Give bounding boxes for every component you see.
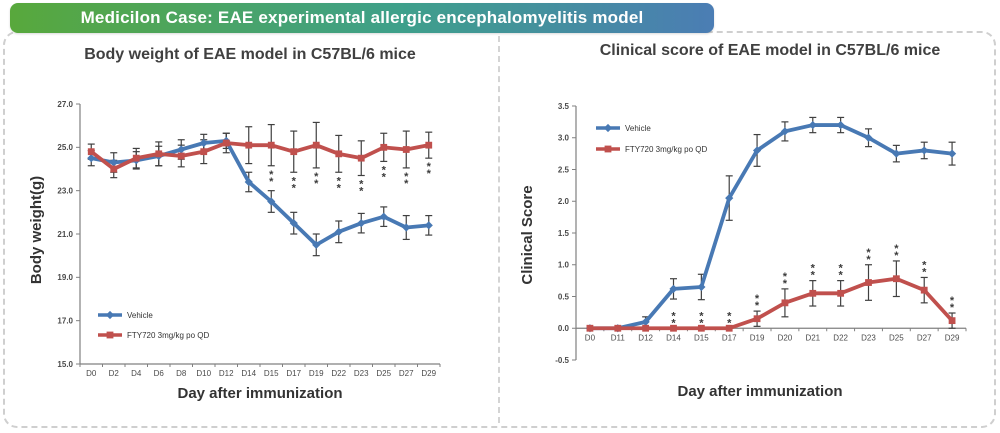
svg-text:D8: D8 [176,369,187,378]
svg-text:D14: D14 [666,333,681,342]
svg-text:D20: D20 [778,333,793,342]
svg-text:D19: D19 [750,333,765,342]
svg-text:Vehicle: Vehicle [127,311,153,320]
svg-text:2.0: 2.0 [558,197,570,206]
svg-text:D22: D22 [331,369,346,378]
svg-text:D4: D4 [131,369,142,378]
svg-text:FTY720 3mg/kg po QD: FTY720 3mg/kg po QD [625,145,707,154]
svg-text:*: * [922,266,927,278]
svg-text:*: * [950,295,955,307]
svg-text:*: * [839,270,844,282]
svg-text:D11: D11 [611,333,626,342]
svg-text:*: * [811,270,816,282]
svg-text:*: * [755,300,760,312]
svg-text:*: * [783,271,788,283]
svg-text:*: * [269,169,274,181]
banner: Medicilon Case: EAE experimental allergi… [10,3,714,33]
svg-text:*: * [427,161,432,173]
svg-text:17.0: 17.0 [57,316,73,325]
svg-text:D19: D19 [309,369,324,378]
svg-text:D12: D12 [638,333,653,342]
svg-text:1.5: 1.5 [558,229,570,238]
svg-text:*: * [727,317,732,329]
svg-text:*: * [404,171,409,183]
svg-text:D23: D23 [354,369,369,378]
svg-text:1.0: 1.0 [558,261,570,270]
svg-text:3.0: 3.0 [558,134,570,143]
svg-text:*: * [866,254,871,266]
body-weight-chart-title: Body weight of EAE model in C57BL/6 mice [84,46,416,63]
svg-text:0.0: 0.0 [558,324,570,333]
svg-text:D17: D17 [286,369,301,378]
svg-text:D27: D27 [399,369,414,378]
svg-text:*: * [894,250,899,262]
body-weight-x-axis-title: Day after immunization [177,385,343,402]
svg-text:3.5: 3.5 [558,102,570,111]
svg-text:D29: D29 [945,333,960,342]
svg-text:D6: D6 [154,369,165,378]
svg-text:*: * [811,263,816,275]
svg-text:D2: D2 [109,369,120,378]
svg-text:*: * [671,310,676,322]
svg-text:15.0: 15.0 [57,360,73,369]
svg-text:D17: D17 [722,333,737,342]
svg-text:-0.5: -0.5 [555,356,569,365]
svg-text:*: * [382,171,387,183]
svg-text:*: * [699,317,704,329]
svg-text:*: * [839,263,844,275]
clinical-score-plot: 3.5 3.0 2.5 2.0 1.5 1.0 0.5 0.0 -0.5 D0 D11 D12 D14 D… [555,102,967,365]
svg-text:25.0: 25.0 [57,143,73,152]
svg-text:*: * [359,186,364,198]
svg-text:D0: D0 [585,333,596,342]
svg-text:23.0: 23.0 [57,186,73,195]
svg-text:FTY720 3mg/kg po QD: FTY720 3mg/kg po QD [127,331,209,340]
svg-text:D21: D21 [805,333,820,342]
svg-text:0.5: 0.5 [558,292,570,301]
svg-text:*: * [783,278,788,290]
svg-text:D25: D25 [376,369,391,378]
clinical-score-chart-panel: Clinical score of EAE model in C57BL/6 m… [500,36,1000,431]
svg-text:*: * [950,302,955,314]
svg-text:*: * [699,310,704,322]
body-weight-plot: 27.0 25.0 23.0 21.0 19.0 17.0 15.0 D0 D2 D4 D6 D8 D1… [57,100,441,378]
svg-text:*: * [894,243,899,255]
svg-text:D14: D14 [241,369,256,378]
svg-text:21.0: 21.0 [57,230,73,239]
svg-text:*: * [314,171,319,183]
svg-text:D29: D29 [421,369,436,378]
banner-title: Medicilon Case: EAE experimental allergi… [80,8,644,27]
svg-text:*: * [404,178,409,190]
svg-text:*: * [269,176,274,188]
body-weight-chart-panel: Body weight of EAE model in C57BL/6 mice… [0,36,500,431]
svg-text:D15: D15 [694,333,709,342]
svg-text:D12: D12 [219,369,234,378]
svg-text:*: * [292,182,297,194]
svg-text:*: * [427,168,432,180]
svg-text:D0: D0 [86,369,97,378]
svg-text:27.0: 27.0 [57,100,73,109]
svg-text:D22: D22 [833,333,848,342]
svg-text:*: * [382,164,387,176]
svg-text:*: * [671,317,676,329]
svg-text:D10: D10 [196,369,211,378]
svg-text:D15: D15 [264,369,279,378]
svg-text:*: * [866,247,871,259]
svg-text:D27: D27 [917,333,932,342]
svg-text:*: * [727,310,732,322]
svg-text:*: * [755,293,760,305]
svg-text:D23: D23 [861,333,876,342]
svg-text:*: * [922,259,927,271]
svg-text:2.5: 2.5 [558,165,570,174]
svg-text:*: * [337,182,342,194]
svg-text:19.0: 19.0 [57,273,73,282]
svg-text:Vehicle: Vehicle [625,124,651,133]
panel-divider [498,36,500,423]
svg-text:*: * [314,178,319,190]
clinical-score-x-axis-title: Day after immunization [677,383,843,400]
svg-text:*: * [359,179,364,191]
svg-text:*: * [292,175,297,187]
svg-text:*: * [337,175,342,187]
svg-text:D25: D25 [889,333,904,342]
clinical-score-chart-title: Clinical score of EAE model in C57BL/6 m… [599,42,941,59]
